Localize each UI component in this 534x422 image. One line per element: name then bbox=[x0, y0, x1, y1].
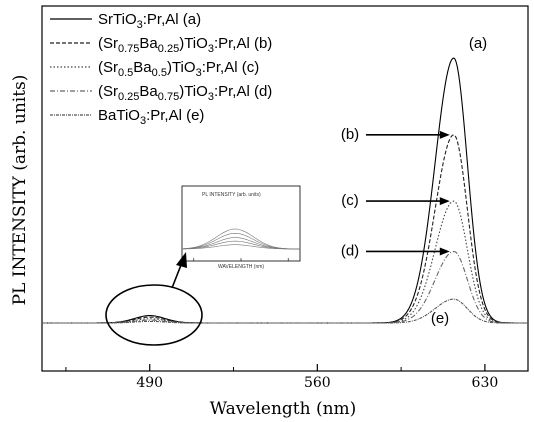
peak-label-e: (e) bbox=[431, 310, 449, 327]
series-lines bbox=[42, 57, 528, 324]
x-ticks: 490 560 630 bbox=[65, 364, 499, 391]
x-tick-label: 560 bbox=[304, 375, 331, 391]
peak-label-b: (b) bbox=[341, 126, 359, 143]
inset-x-label: WAVELENGTH (nm) bbox=[218, 264, 264, 270]
peak-arrowhead bbox=[439, 197, 450, 206]
legend: SrTiO3:Pr,Al (a) (Sr0.75Ba0.25)TiO3:Pr,Al… bbox=[50, 11, 272, 127]
peak-label-c: (c) bbox=[341, 192, 359, 209]
x-axis-title: Wavelength (nm) bbox=[210, 399, 357, 419]
peak-arrowhead bbox=[439, 247, 450, 256]
x-tick-label: 630 bbox=[472, 375, 499, 391]
legend-entry-c: (Sr0.5Ba0.5)TiO3:Pr,Al (c) bbox=[98, 59, 259, 79]
zoom-arrow bbox=[171, 252, 187, 289]
inset-series-line bbox=[182, 244, 300, 250]
peak-label-a: (a) bbox=[469, 35, 487, 52]
inset-y-label: PL INTENSITY (arb. units) bbox=[202, 192, 261, 198]
peak-label-d: (d) bbox=[341, 242, 359, 259]
series-line-e bbox=[42, 298, 528, 324]
series-line-d bbox=[42, 250, 528, 324]
peak-arrowhead bbox=[439, 130, 450, 139]
zoom-ellipse bbox=[105, 284, 203, 346]
x-tick-label: 490 bbox=[136, 375, 163, 391]
plot-frame bbox=[41, 5, 529, 372]
legend-entry-e: BaTiO3:Pr,Al (e) bbox=[98, 107, 204, 127]
y-axis-title: PL INTENSITY (arb. units) bbox=[10, 75, 30, 306]
peak-labels: (a) (b) (c) (d) (e) bbox=[341, 35, 487, 327]
legend-entry-a: SrTiO3:Pr,Al (a) bbox=[98, 11, 201, 31]
legend-entry-b: (Sr0.75Ba0.25)TiO3:Pr,Al (b) bbox=[98, 35, 272, 55]
legend-entry-d: (Sr0.25Ba0.75)TiO3:Pr,Al (d) bbox=[98, 83, 272, 103]
inset-chart: WAVELENGTH (nm) PL INTENSITY (arb. units) bbox=[181, 185, 301, 270]
